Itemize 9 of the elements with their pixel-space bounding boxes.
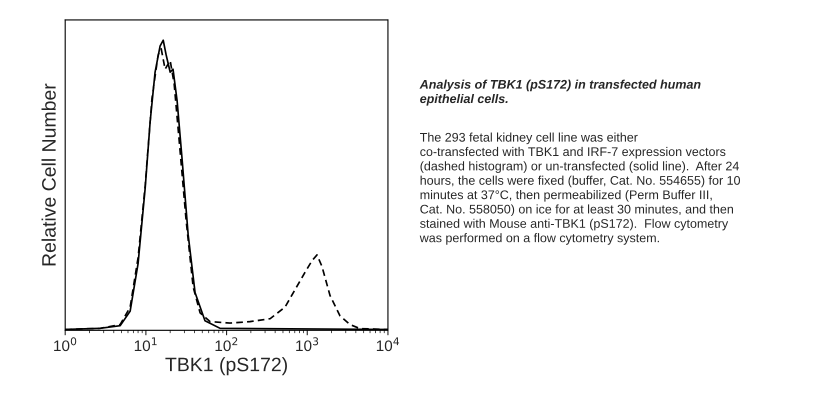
x-axis-title: TBK1 (pS172): [165, 357, 287, 376]
x-tick-label: 10$^{1}$: [134, 337, 157, 352]
x-tick-label: 10$^{0}$: [54, 337, 76, 352]
text: The 293 fetal kidney cell line was either co-transfected with TBK1 and IRF-7 expression vectors (dashed histogram) or un-transfected (solid line). After 24 hours, the cells were fixed (buffer, Cat. No. 554655) for 10 minutes at 37°C, then permeabilized (Perm Buffer III, Cat. No. 558050) on ice for at least 30 minutes, and then stained with Mouse anti-TBK1 (pS172). Flow cytometry was performed on a flow cytometry system.: [420, 132, 740, 245]
text: Analysis of TBK1 (pS172) in transfected human epithelial cells.: [419, 80, 701, 106]
x-tick-label: 10$^{3}$: [296, 337, 318, 352]
y-axis-title: Relative Cell Number: [42, 84, 56, 266]
x-tick-label: 10$^{4}$: [376, 337, 400, 352]
x-tick-label: 10$^{2}$: [216, 337, 238, 352]
